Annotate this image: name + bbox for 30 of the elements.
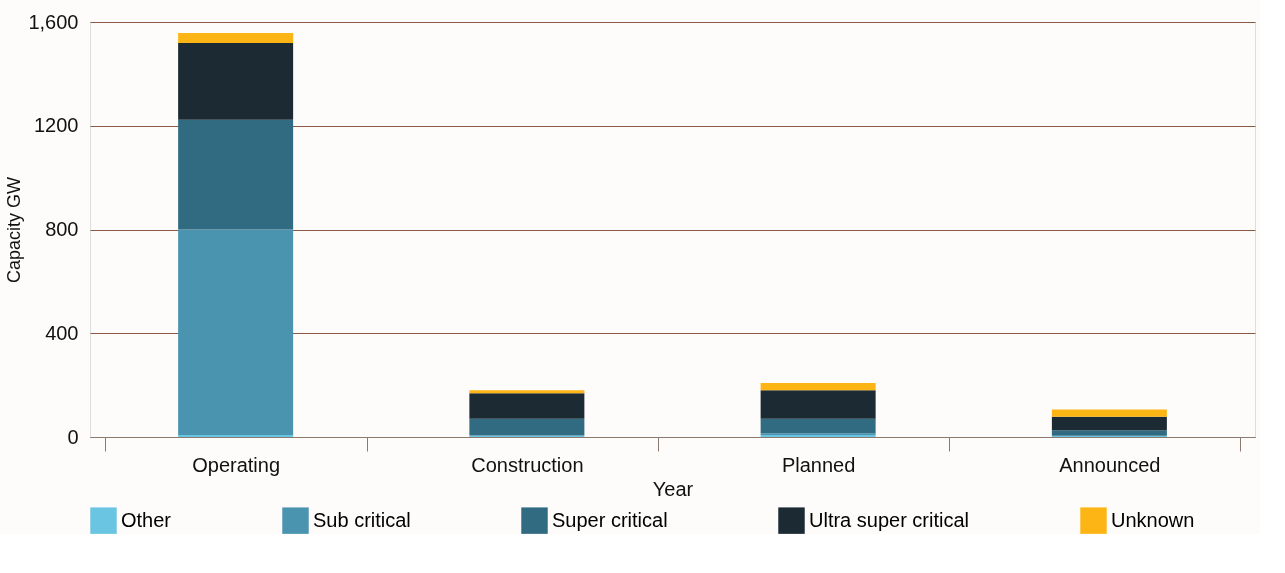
bar [760,418,876,434]
x-tick-label: Planned [781,453,856,476]
legend-label: Sub critical [313,508,411,531]
x-tick-label: Operating [192,453,281,476]
y-tick-label: 400 [45,321,79,344]
y-tick-label: 0 [67,425,79,448]
y-tick-label: 800 [45,218,79,240]
legend-label: Super critical [552,508,668,531]
legend-label: Other [121,508,172,531]
bar [760,383,876,391]
y-tick-label: 1,600 [28,10,79,33]
x-axis-title: Year [652,477,694,500]
bar [1051,409,1167,417]
bar [1051,416,1167,431]
bar [178,43,294,120]
bar [760,390,876,419]
legend-label: Ultra super critical [809,508,970,531]
y-tick-label: 1200 [34,114,79,137]
bar [469,393,585,419]
x-tick-label: Construction [471,453,584,476]
legend-label: Unknown [1111,508,1195,531]
bar [178,119,294,230]
bar [178,229,294,435]
bar [469,390,585,394]
bar [469,418,585,436]
y-axis-title: Capacity GW [4,176,25,284]
x-tick-label: Announced [1059,453,1161,476]
bar [178,32,294,44]
bar [1051,430,1167,436]
bar [178,434,294,437]
